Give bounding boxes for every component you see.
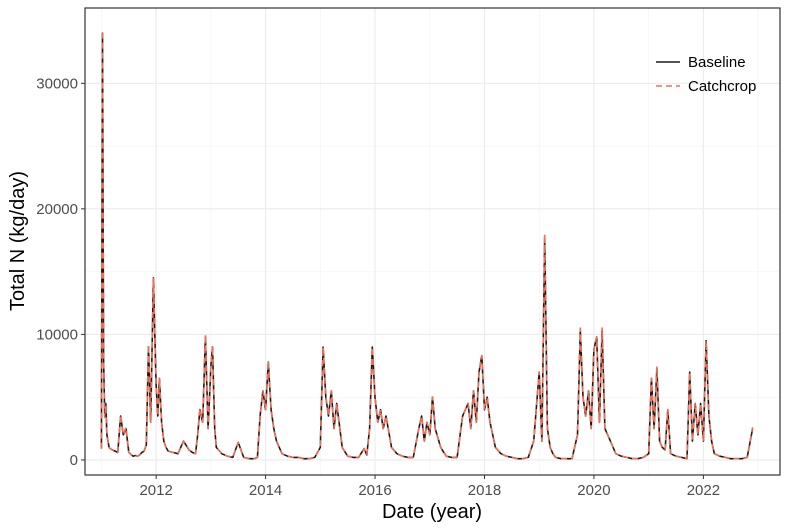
series-layer bbox=[100, 29, 754, 460]
x-tick-label: 2018 bbox=[468, 482, 501, 499]
y-axis-title: Total N (kg/day) bbox=[7, 171, 29, 311]
legend: Baseline Catchcrop bbox=[656, 54, 756, 95]
y-tick-label: 10000 bbox=[36, 326, 78, 343]
y-tick-label: 30000 bbox=[36, 75, 78, 92]
x-tick-label: 2016 bbox=[358, 482, 391, 499]
legend-label-catchcrop: Catchcrop bbox=[688, 78, 756, 95]
series-line-catchcrop bbox=[100, 29, 754, 460]
x-axis: 2012 2014 2016 2018 2020 2022 bbox=[139, 475, 720, 499]
x-tick-label: 2020 bbox=[577, 482, 610, 499]
y-axis: 0 10000 20000 30000 bbox=[36, 75, 85, 469]
plot-border bbox=[84, 7, 781, 476]
x-tick-label: 2022 bbox=[687, 482, 720, 499]
y-tick-label: 0 bbox=[70, 452, 78, 469]
x-tick-label: 2012 bbox=[139, 482, 172, 499]
x-axis-title: Date (year) bbox=[382, 501, 482, 523]
grid bbox=[85, 8, 780, 475]
y-tick-label: 20000 bbox=[36, 201, 78, 218]
legend-label-baseline: Baseline bbox=[688, 54, 746, 71]
x-tick-label: 2014 bbox=[249, 482, 282, 499]
